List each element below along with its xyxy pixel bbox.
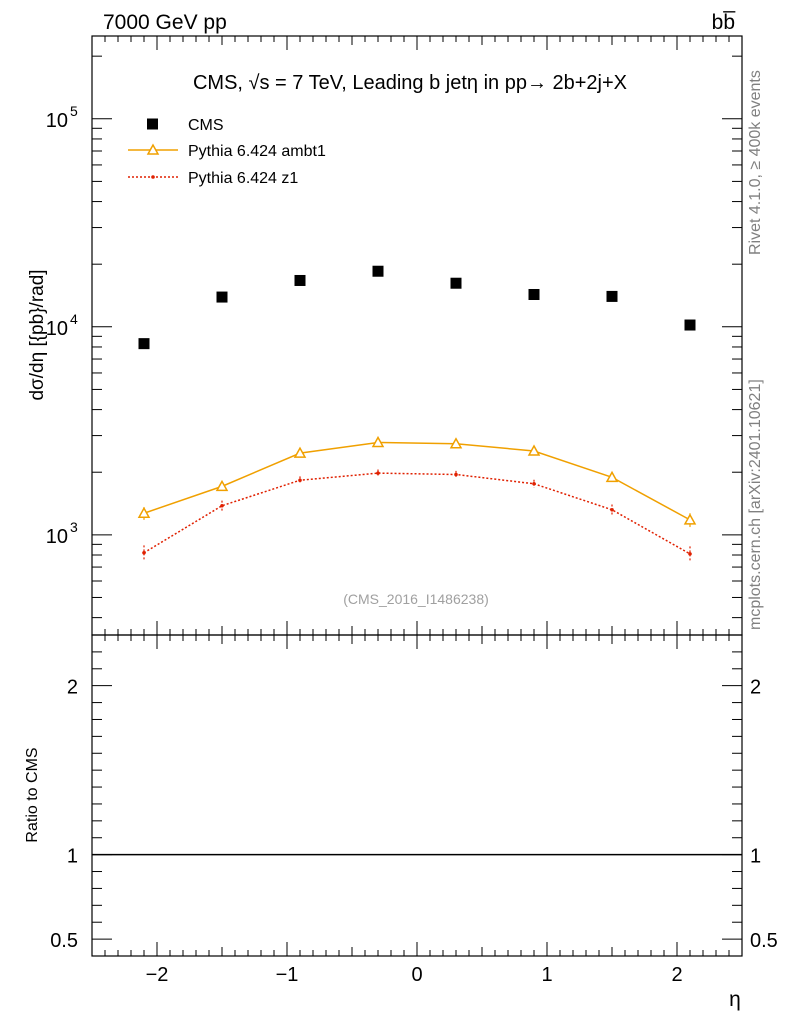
series-line — [143, 441, 691, 521]
data-point-ambt1 — [605, 470, 619, 483]
y-tick-label-exponent: 4 — [70, 311, 78, 327]
data-point-ambt1 — [215, 479, 229, 492]
data-point-ambt1 — [137, 506, 151, 518]
legend-label: Pythia 6.424 z1 — [188, 170, 298, 187]
data-point-ambt1 — [527, 444, 541, 456]
data-point-z1 — [454, 472, 458, 477]
x-tick-label: 1 — [541, 964, 552, 986]
data-point-z1 — [610, 507, 614, 512]
data-point-cms — [294, 274, 306, 286]
header-right: bb̅ — [712, 11, 737, 34]
series-line — [143, 472, 691, 555]
ratio-y-axis-label: Ratio to CMS — [24, 747, 41, 842]
x-tick-label: −2 — [146, 964, 169, 986]
chart-title: CMS, √s = 7 TeV, Leading b jetη in pp→ 2… — [193, 72, 627, 94]
x-tick-label: 2 — [671, 964, 682, 986]
data-point-ambt1 — [371, 435, 385, 448]
ratio-frame — [91, 634, 743, 957]
data-series — [137, 265, 697, 563]
data-point-cms — [138, 338, 150, 350]
x-tick-label: −1 — [276, 964, 299, 986]
ratio-y-tick-label-left: 2 — [67, 677, 78, 699]
legend-label: Pythia 6.424 ambt1 — [188, 143, 326, 160]
main-y-axis-label: dσ/dη [{pb}/rad] — [27, 269, 48, 400]
ratio-y-tick-label-right: 2 — [750, 677, 761, 699]
x-axis-label: η — [729, 988, 741, 1011]
rivet-label: Rivet 4.1.0, ≥ 400k events — [747, 70, 764, 255]
analysis-watermark: (CMS_2016_I1486238) — [343, 591, 489, 607]
data-point-z1 — [298, 478, 302, 483]
ratio-y-tick-label-right: 1 — [750, 846, 761, 868]
ratio-y-tick-label-right: 0.5 — [750, 930, 778, 952]
header-left: 7000 GeV pp — [103, 11, 227, 34]
legend-label: CMS — [188, 117, 224, 134]
data-point-cms — [684, 319, 696, 331]
y-tick-label: 10 — [46, 110, 68, 132]
data-point-ambt1 — [449, 437, 463, 449]
y-tick-label-exponent: 5 — [70, 103, 78, 119]
data-point-cms — [450, 277, 462, 289]
legend-marker-ambt1 — [146, 143, 160, 155]
data-point-ambt1 — [683, 513, 697, 525]
legend: CMS Pythia 6.424 ambt1 Pythia 6.424 z1 — [128, 117, 326, 187]
y-tick-label-exponent: 3 — [70, 519, 78, 535]
data-point-z1 — [688, 552, 692, 556]
legend-marker-z1 — [151, 175, 155, 179]
ratio-y-tick-label-left: 1 — [67, 846, 78, 868]
data-point-ambt1 — [293, 446, 307, 458]
y-tick-label: 10 — [46, 318, 68, 340]
ratio-axis-ticks: −2 −1 0 1 2 0.5 0.5 1 1 2 2 — [50, 634, 778, 986]
ratio-panel: −2 −1 0 1 2 0.5 0.5 1 1 2 2 Ratio to CMS η — [24, 634, 778, 1011]
data-point-cms — [216, 291, 228, 303]
data-point-cms — [528, 288, 540, 300]
mcplots-label: mcplots.cern.ch [arXiv:2401.10621] — [747, 379, 764, 630]
data-point-z1 — [532, 481, 536, 486]
x-tick-label: 0 — [411, 964, 422, 986]
data-point-cms — [372, 265, 384, 277]
data-point-z1 — [220, 503, 224, 508]
data-point-z1 — [142, 550, 146, 555]
legend-marker-cms — [147, 118, 158, 130]
ratio-y-tick-label-left: 0.5 — [50, 930, 78, 952]
data-point-cms — [606, 290, 618, 302]
y-tick-label: 10 — [46, 526, 68, 548]
data-point-z1 — [376, 471, 380, 475]
